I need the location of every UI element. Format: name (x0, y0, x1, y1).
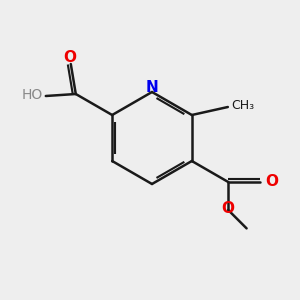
Text: HO: HO (22, 88, 43, 102)
Text: CH₃: CH₃ (231, 100, 254, 112)
Text: O: O (63, 50, 76, 65)
Text: O: O (265, 173, 278, 188)
Text: O: O (222, 201, 235, 216)
Text: N: N (146, 80, 158, 94)
